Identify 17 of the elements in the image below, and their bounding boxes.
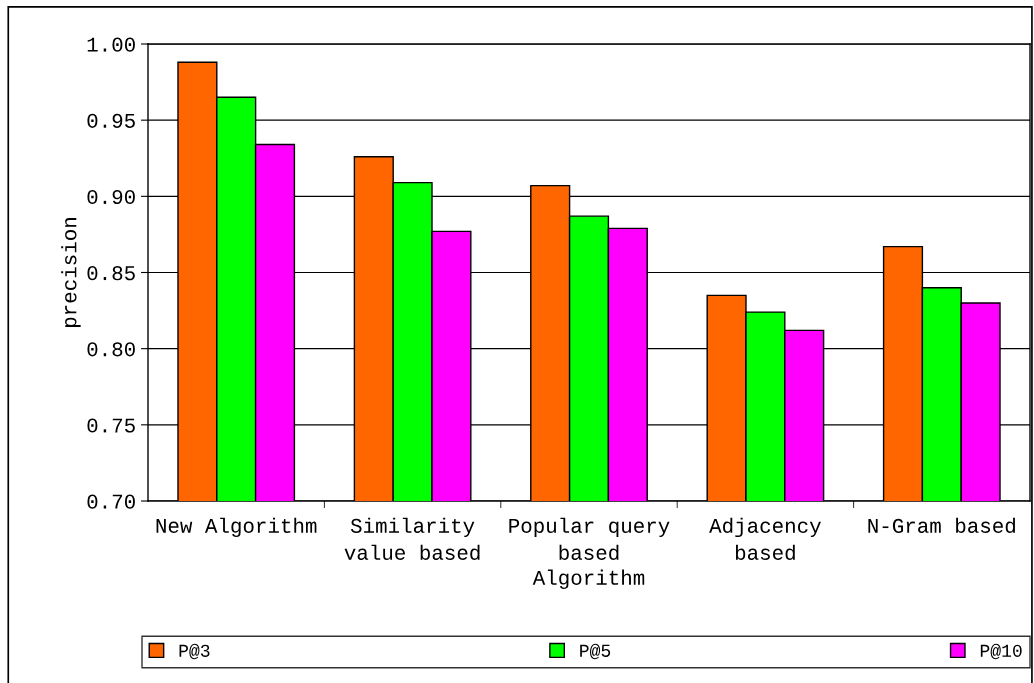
legend-label: P@5 [580,643,611,660]
y-tick-label: 0.75 [87,418,135,433]
y-tick-label: 0.80 [87,342,135,357]
y-tick-label: 0.70 [87,494,135,509]
x-tick-label: Adjacency based [709,517,821,560]
y-tick-label: 1.00 [87,37,135,52]
x-tick-label: Popular query based [509,517,670,560]
y-tick-label: 0.90 [87,189,135,205]
y-tick-label: 0.95 [87,113,135,128]
x-axis-title: Algorithm [532,569,645,590]
legend-label: P@10 [980,643,1022,660]
legend-label: P@3 [179,643,210,660]
y-axis-title: precision [61,218,81,327]
y-tick-label: 0.85 [87,266,135,281]
x-tick-label: N-Gram based [868,517,1015,534]
x-tick-label: Similarity value based [344,517,480,560]
x-tick-label: New Algorithm [156,517,317,538]
